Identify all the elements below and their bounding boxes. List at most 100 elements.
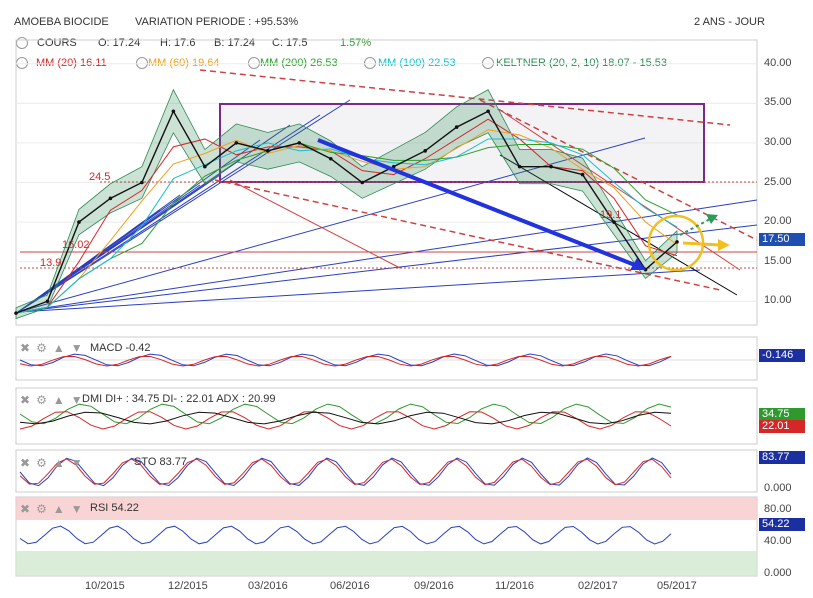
level-label-13: 13.9 — [40, 257, 62, 269]
legend-mm200: MM (200) 26.53 — [260, 57, 338, 69]
dmi-panel-frame — [15, 387, 758, 445]
yellow-arrow-head — [718, 239, 730, 251]
close-icon[interactable]: ✖ — [20, 456, 31, 470]
sto-panel-frame — [15, 449, 758, 493]
arrow-up-icon[interactable]: ▲ — [52, 393, 65, 407]
legend-keltner: KELTNER (20, 2, 10) 18.07 - 15.53 — [496, 57, 667, 69]
price-line — [15, 109, 678, 314]
price-point — [549, 164, 553, 169]
macd-line — [19, 353, 672, 367]
price-point — [203, 164, 207, 169]
price-point — [580, 172, 585, 177]
arrow-up-icon[interactable]: ▲ — [52, 456, 65, 470]
arrow-down-icon[interactable]: ▼ — [70, 393, 83, 407]
ma100-line — [15, 138, 678, 314]
period-selector[interactable]: 2 ANS - JOUR — [694, 16, 765, 28]
price-point — [266, 149, 270, 153]
dmi-controls[interactable]: ✖ ⚙ ▲ ▼ — [20, 393, 89, 407]
price-point — [14, 311, 18, 315]
trend-line-black — [499, 154, 738, 296]
gear-icon-keltner[interactable] — [482, 57, 494, 70]
level-label-16: 16.02 — [62, 239, 90, 251]
price-point — [234, 141, 239, 145]
rsi-line — [19, 525, 672, 545]
price-axis-tick: 10.00 — [764, 294, 792, 307]
gear-icon-mm100[interactable] — [364, 57, 376, 70]
gear-icon-mm60[interactable] — [136, 57, 148, 70]
x-axis-tick: 10/2015 — [85, 580, 125, 592]
price-point — [108, 196, 113, 201]
sto-controls[interactable]: ✖ ⚙ ▲ ▼ — [20, 456, 89, 470]
price-point — [423, 149, 427, 153]
period-variation: VARIATION PERIODE : +95.53% — [135, 16, 299, 28]
adx-line — [19, 411, 672, 425]
ma20-line — [15, 118, 678, 314]
gear-icon[interactable]: ⚙ — [36, 341, 47, 355]
price-point — [454, 125, 459, 129]
fan-line-10 — [17, 199, 758, 313]
legend-mm100: MM (100) 22.53 — [378, 57, 456, 69]
x-axis-tick: 09/2016 — [414, 580, 454, 592]
price-axis-tick: 30.00 — [764, 135, 792, 148]
macd-controls[interactable]: ✖ ⚙ ▲ ▼ — [20, 341, 89, 355]
dmi-minus-line — [19, 411, 672, 430]
fan-line-8 — [17, 209, 161, 313]
price-point — [612, 220, 616, 224]
price-axis-tick: 20.00 — [764, 215, 792, 228]
x-axis-tick: 11/2016 — [495, 580, 534, 592]
price-point — [140, 180, 144, 185]
blue-arrow-line — [317, 138, 641, 269]
gear-icon-mm200[interactable] — [248, 57, 260, 70]
macd-signal-line — [19, 355, 672, 367]
macd-panel-frame — [15, 336, 758, 381]
rsi-axis-0: 0.000 — [764, 567, 792, 579]
macd-label: MACD -0.42 — [90, 342, 151, 354]
price-point — [297, 141, 302, 145]
ma60-line — [15, 129, 678, 314]
arrow-up-icon[interactable]: ▲ — [52, 341, 65, 355]
price-point — [77, 220, 81, 224]
keltner-band — [15, 88, 678, 320]
fan-line-6 — [17, 184, 201, 313]
rsi-tag: 54.22 — [759, 518, 805, 531]
dmi-plus-line — [19, 403, 672, 425]
price-point — [45, 299, 50, 304]
sto-k-line — [19, 457, 672, 487]
close-icon[interactable]: ✖ — [20, 341, 31, 355]
green-arrow-head — [706, 214, 718, 224]
x-axis-tick: 05/2017 — [657, 580, 697, 592]
price-axis-tick: 15.00 — [764, 254, 792, 267]
rsi-controls[interactable]: ✖ ⚙ ▲ ▼ — [20, 502, 89, 516]
arrow-down-icon[interactable]: ▼ — [70, 341, 83, 355]
gear-icon[interactable]: ⚙ — [36, 502, 47, 516]
price-point — [171, 109, 176, 114]
price-tag: 17.50 — [759, 233, 805, 246]
gear-icon[interactable]: ⚙ — [36, 456, 47, 470]
gear-icon[interactable]: ⚙ — [36, 393, 47, 407]
resistance-dashed-line — [199, 69, 731, 126]
legend-mm60: MM (60) 19.64 — [148, 57, 220, 69]
sto-tag: 83.77 — [759, 451, 805, 464]
price-point — [517, 164, 522, 169]
x-axis-tick: 03/2016 — [248, 580, 288, 592]
x-axis-tick: 02/2017 — [578, 580, 618, 592]
blue-arrow-head — [630, 258, 646, 270]
arrow-down-icon[interactable]: ▼ — [70, 502, 83, 516]
price-axis-tick: 40.00 — [764, 56, 792, 69]
dmi-minus-tag: 22.01 — [759, 420, 805, 433]
rsi-overbought-band — [16, 497, 757, 520]
yellow-arrow-line — [682, 241, 721, 247]
dmi-label: DMI DI+ : 34.75 DI- : 22.01 ADX : 20.99 — [82, 393, 276, 405]
fan-line-0 — [17, 99, 351, 313]
trend-line-red-2 — [229, 179, 401, 269]
close-icon[interactable]: ✖ — [20, 393, 31, 407]
arrow-down-icon[interactable]: ▼ — [70, 456, 83, 470]
fan-line-1 — [17, 114, 321, 313]
dmi-plus-tag: 34.75 — [759, 408, 805, 421]
sto-d-line — [19, 458, 672, 486]
arrow-up-icon[interactable]: ▲ — [52, 502, 65, 516]
instrument-name: AMOEBA BIOCIDE — [14, 16, 109, 28]
level-label-19: 19.1 — [600, 209, 622, 221]
close-icon[interactable]: ✖ — [20, 502, 31, 516]
